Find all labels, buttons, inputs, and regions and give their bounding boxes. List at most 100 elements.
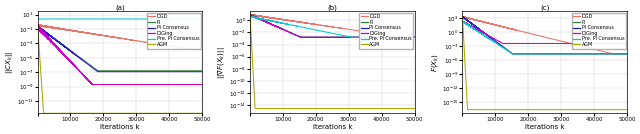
PI <box>170 70 177 72</box>
DGD <box>459 16 467 18</box>
DGD <box>406 36 413 38</box>
DGD <box>398 36 406 38</box>
DGD <box>411 36 419 38</box>
Line: Pi Consensus: Pi Consensus <box>250 15 415 37</box>
PI <box>459 16 467 17</box>
Pre. Pi Consensus <box>459 21 467 22</box>
Pi Consensus <box>342 36 349 38</box>
AGM <box>129 112 137 114</box>
PI <box>145 70 152 72</box>
PI <box>246 14 254 15</box>
PI <box>509 53 516 55</box>
Pi Consensus <box>357 36 365 38</box>
X-axis label: Iterations k: Iterations k <box>312 124 352 130</box>
Title: (a): (a) <box>115 4 125 11</box>
Line: Pre. Pi Consensus: Pre. Pi Consensus <box>463 21 627 54</box>
Title: (c): (c) <box>540 4 550 11</box>
DiGing <box>382 36 390 38</box>
DiGing <box>34 26 42 28</box>
AGM <box>251 108 259 109</box>
AGM <box>246 14 254 16</box>
AGM <box>618 109 626 110</box>
AGM <box>570 109 577 110</box>
Pi Consensus <box>623 53 631 55</box>
PI <box>34 25 42 27</box>
Title: (b): (b) <box>328 4 337 11</box>
Pre. Pi Consensus <box>76 18 83 20</box>
AGM <box>623 109 631 110</box>
Legend: DGD, PI, Pi Consensus, DiGing, Pre. Pi Consensus, AGM: DGD, PI, Pi Consensus, DiGing, Pre. Pi C… <box>147 13 201 49</box>
PI <box>297 36 305 38</box>
AGM <box>342 108 349 109</box>
Pre. Pi Consensus <box>570 53 577 55</box>
DGD <box>618 53 626 55</box>
Line: Pre. Pi Consensus: Pre. Pi Consensus <box>250 16 415 37</box>
X-axis label: Iterations k: Iterations k <box>100 124 140 130</box>
AGM <box>463 109 471 110</box>
AGM <box>63 112 70 114</box>
PI <box>406 36 413 38</box>
DiGing <box>459 21 467 22</box>
DGD <box>34 24 42 25</box>
Line: AGM: AGM <box>250 15 415 109</box>
PI <box>488 38 495 39</box>
DGD <box>275 18 283 20</box>
DGD <box>342 28 349 30</box>
DiGing <box>595 43 602 44</box>
PI <box>76 56 83 58</box>
DiGing <box>246 14 254 15</box>
Y-axis label: $F(X_k)$: $F(X_k)$ <box>430 53 440 72</box>
Pi Consensus <box>246 14 254 15</box>
DGD <box>488 23 495 25</box>
AGM <box>198 112 206 114</box>
DiGing <box>623 43 631 44</box>
PI <box>459 16 467 18</box>
DGD <box>63 29 70 31</box>
Pi Consensus <box>500 47 508 49</box>
PI <box>357 36 365 38</box>
Line: Pi Consensus: Pi Consensus <box>463 17 627 54</box>
Legend: DGD, PI, Pi Consensus, DiGing, Pre. Pi Consensus, AGM: DGD, PI, Pi Consensus, DiGing, Pre. Pi C… <box>572 13 626 49</box>
AGM <box>76 112 83 114</box>
Pi Consensus <box>275 27 283 29</box>
PI <box>275 27 283 29</box>
DGD <box>623 53 631 55</box>
DiGing <box>554 43 562 44</box>
Pi Consensus <box>129 71 137 72</box>
Pi Consensus <box>63 47 70 49</box>
DiGing <box>129 84 137 85</box>
DGD <box>145 42 152 43</box>
Pi Consensus <box>288 32 296 34</box>
PI <box>288 32 296 34</box>
AGM <box>382 108 390 109</box>
Pre. Pi Consensus <box>193 18 201 20</box>
Pi Consensus <box>170 71 177 72</box>
AGM <box>170 112 177 114</box>
DGD <box>170 46 177 47</box>
Pre. Pi Consensus <box>488 40 495 41</box>
PI <box>63 47 70 49</box>
Pi Consensus <box>554 53 562 55</box>
Pi Consensus <box>618 53 626 55</box>
Line: AGM: AGM <box>463 17 627 110</box>
Line: DGD: DGD <box>250 14 415 37</box>
Pi Consensus <box>411 36 419 38</box>
Pre. Pi Consensus <box>342 35 349 37</box>
DiGing <box>406 36 413 38</box>
Pi Consensus <box>570 53 577 55</box>
Pre. Pi Consensus <box>34 18 42 20</box>
AGM <box>288 108 296 109</box>
Pre. Pi Consensus <box>500 48 508 49</box>
AGM <box>40 112 47 114</box>
Pi Consensus <box>459 16 467 18</box>
Line: PI: PI <box>38 26 202 71</box>
DiGing <box>246 14 254 16</box>
Pre. Pi Consensus <box>288 24 296 26</box>
Pre. Pi Consensus <box>348 36 356 38</box>
Pi Consensus <box>595 53 602 55</box>
DGD <box>554 40 562 41</box>
DiGing <box>288 32 296 34</box>
Pre. Pi Consensus <box>623 53 631 55</box>
AGM <box>193 112 201 114</box>
Pre. Pi Consensus <box>246 16 254 17</box>
